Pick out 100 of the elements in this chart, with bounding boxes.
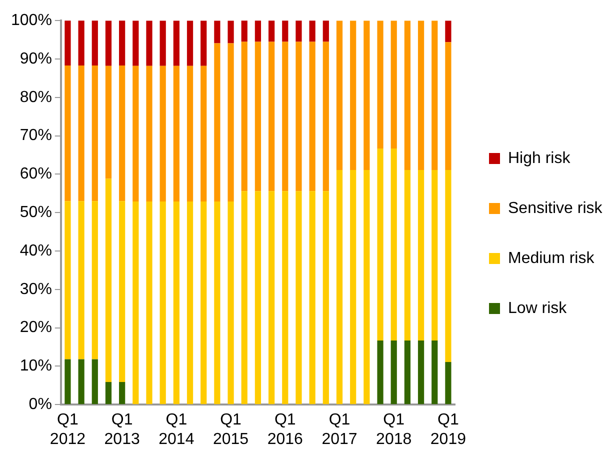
bar: [186, 20, 194, 66]
bar: [404, 340, 410, 404]
bar: [173, 20, 180, 66]
bar: [146, 201, 152, 404]
bar: [160, 20, 166, 66]
bar: [146, 66, 152, 202]
bar: [377, 20, 384, 148]
bar: [390, 340, 397, 404]
bar: [445, 170, 452, 362]
bar: [350, 20, 356, 170]
bar: [64, 20, 71, 66]
bar: [119, 20, 126, 66]
bar: [404, 20, 410, 170]
bar: [200, 20, 207, 66]
legend-label: High risk: [508, 150, 572, 167]
bar: [160, 66, 166, 202]
bar: [282, 191, 288, 404]
bar: [105, 20, 112, 66]
bar: [78, 66, 84, 202]
bar: [173, 66, 180, 202]
bar: [160, 201, 166, 404]
bar: [282, 20, 288, 42]
bar: [377, 340, 384, 404]
bar: [105, 66, 112, 179]
x-tick-label: Q1 2018: [376, 412, 412, 448]
x-tick-label: Q1 2014: [158, 412, 194, 448]
bar: [92, 66, 98, 202]
bar: [228, 43, 234, 202]
bar: [92, 20, 98, 66]
bar: [186, 201, 194, 404]
bar: [364, 20, 370, 170]
legend-label: Low risk: [508, 300, 568, 317]
legend-label: Medium risk: [508, 250, 596, 267]
x-tick-label: Q1 2012: [50, 412, 86, 448]
bar: [432, 170, 438, 340]
y-tick-label: 50%: [20, 204, 52, 222]
bar: [241, 191, 248, 404]
bar: [390, 20, 397, 148]
bar: [350, 170, 356, 404]
bar: [64, 359, 71, 404]
bar: [214, 201, 220, 404]
bar: [105, 382, 112, 404]
bar: [146, 20, 152, 66]
bar: [132, 66, 139, 202]
bar: [173, 201, 180, 404]
bar: [92, 201, 98, 360]
x-tick-label: Q1 2017: [322, 412, 358, 448]
bar: [78, 20, 84, 66]
bar: [364, 170, 370, 404]
bar: [254, 191, 262, 404]
bar: [432, 20, 438, 170]
y-tick-label: 70%: [20, 127, 52, 144]
x-tick-label: Q1 2019: [430, 412, 466, 448]
y-tick-label: 90%: [20, 50, 52, 68]
bar: [309, 42, 316, 192]
bar: [296, 191, 302, 404]
bar: [336, 170, 343, 404]
bar: [322, 20, 329, 42]
bar: [132, 20, 139, 66]
bar: [254, 42, 262, 192]
bar: [322, 42, 329, 192]
bar: [200, 201, 207, 404]
x-tick-label: Q1 2016: [267, 412, 304, 448]
bar: [404, 170, 410, 340]
bar: [322, 191, 329, 404]
bar: [214, 20, 220, 44]
y-tick-label: 10%: [20, 358, 52, 375]
bar: [309, 20, 316, 42]
bar: [92, 359, 98, 404]
x-tick-label: Q1 2013: [104, 412, 140, 448]
x-tick-label: Q1 2015: [212, 412, 249, 448]
bar: [445, 42, 452, 170]
bar: [377, 148, 384, 340]
bar: [445, 362, 452, 404]
bar: [78, 359, 84, 404]
y-tick-label: 30%: [20, 280, 52, 298]
bar: [78, 201, 84, 360]
bar: [282, 42, 288, 192]
bar: [309, 191, 316, 404]
bar: [132, 201, 139, 404]
bar: [296, 20, 302, 42]
bar: [119, 201, 126, 382]
bar: [254, 20, 262, 42]
bar: [105, 178, 112, 382]
bar: [268, 20, 275, 42]
bar: [119, 66, 126, 202]
legend-label: Sensitive risk: [508, 200, 604, 217]
y-tick-label: 20%: [20, 319, 52, 336]
y-tick-label: 100%: [11, 12, 52, 30]
bar: [228, 201, 234, 404]
bar: [418, 340, 424, 404]
y-tick-label: 0%: [28, 396, 52, 414]
bar: [241, 20, 248, 42]
bar: [268, 42, 275, 192]
bar: [432, 340, 438, 404]
bar: [241, 42, 248, 192]
bar: [296, 42, 302, 192]
bar: [119, 382, 126, 404]
y-tick-label: 60%: [20, 166, 52, 183]
bar: [214, 43, 220, 202]
